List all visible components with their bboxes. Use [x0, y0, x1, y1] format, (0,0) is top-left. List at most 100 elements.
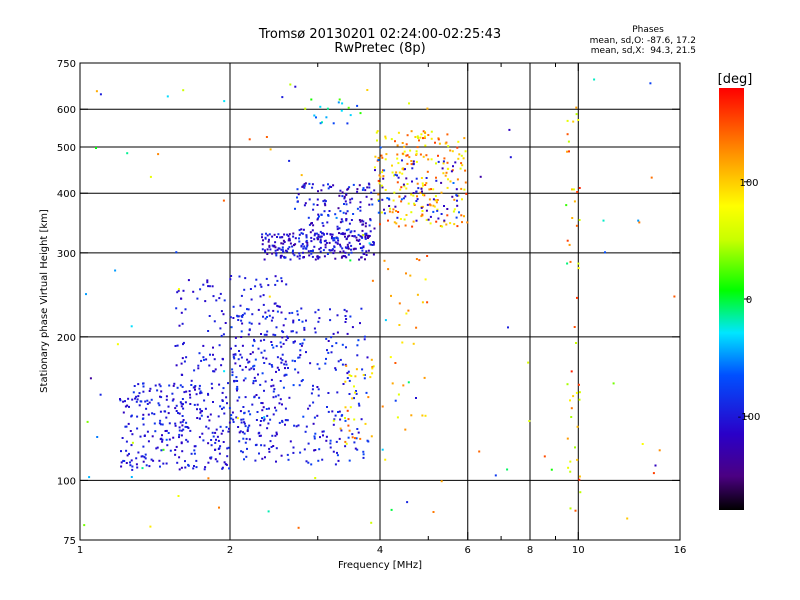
data-point: [207, 461, 210, 464]
data-point: [161, 440, 164, 443]
data-point: [652, 472, 655, 475]
data-point: [332, 184, 335, 187]
data-point: [415, 219, 418, 222]
data-point: [271, 252, 274, 255]
data-point: [280, 236, 283, 239]
data-point: [197, 367, 200, 370]
data-point: [449, 149, 452, 152]
data-point: [265, 357, 268, 360]
data-point: [142, 390, 145, 393]
data-point: [568, 150, 570, 153]
data-point: [130, 476, 133, 478]
data-point: [215, 299, 218, 302]
data-point: [316, 255, 319, 258]
data-point: [359, 112, 362, 115]
data-point: [316, 363, 319, 366]
data-point: [404, 428, 407, 431]
data-point: [213, 358, 216, 361]
data-point: [247, 426, 250, 429]
data-point: [178, 456, 181, 459]
data-point: [322, 430, 325, 433]
x-tick-label: 4: [377, 545, 383, 556]
data-point: [424, 184, 427, 186]
data-point: [259, 383, 262, 386]
data-point: [359, 437, 362, 440]
data-point: [305, 319, 307, 322]
data-point: [268, 245, 271, 248]
data-point: [349, 114, 352, 117]
data-point: [350, 251, 353, 254]
data-point: [464, 181, 467, 184]
data-point: [190, 379, 193, 382]
data-point: [263, 416, 266, 419]
data-point: [317, 459, 320, 462]
data-point: [388, 205, 391, 207]
data-point: [378, 174, 381, 177]
data-point: [307, 216, 310, 219]
data-point: [230, 414, 233, 417]
data-point: [178, 288, 180, 291]
data-point: [270, 446, 273, 448]
data-point: [205, 425, 208, 428]
data-point: [403, 145, 406, 148]
data-point: [270, 378, 273, 381]
data-point: [416, 198, 419, 201]
data-point: [339, 250, 342, 253]
data-point: [305, 239, 308, 242]
data-point: [251, 403, 254, 406]
data-point: [416, 195, 418, 198]
data-point: [320, 189, 323, 192]
data-point: [354, 375, 357, 378]
data-point: [232, 305, 235, 308]
data-point: [379, 223, 381, 226]
data-point: [135, 395, 138, 398]
data-point: [340, 429, 343, 432]
data-point: [197, 364, 200, 367]
data-point: [212, 353, 214, 356]
data-point: [462, 157, 465, 160]
data-point: [310, 392, 313, 395]
y-tick-label: 100: [57, 476, 76, 487]
data-point: [174, 345, 177, 347]
data-point: [206, 415, 209, 418]
data-point: [145, 407, 148, 410]
data-point: [447, 178, 449, 181]
data-point: [311, 388, 314, 391]
data-point: [278, 402, 281, 405]
data-point: [331, 345, 334, 348]
data-point: [292, 249, 294, 252]
data-point: [452, 182, 455, 184]
data-point: [351, 326, 354, 329]
data-point: [365, 232, 368, 235]
data-point: [332, 423, 335, 426]
data-point: [318, 367, 321, 370]
data-point: [126, 454, 129, 457]
data-point: [158, 459, 161, 462]
data-point: [261, 417, 263, 419]
data-point: [351, 197, 354, 200]
data-point: [123, 460, 126, 462]
data-point: [274, 434, 277, 437]
data-point: [345, 238, 348, 241]
data-point: [269, 148, 272, 151]
data-point: [238, 275, 241, 278]
data-point: [303, 326, 306, 329]
data-point: [349, 406, 352, 409]
data-point: [578, 475, 581, 478]
data-point: [202, 356, 205, 359]
data-point: [352, 183, 355, 186]
data-point: [151, 412, 154, 415]
data-point: [435, 179, 438, 182]
data-point: [140, 400, 143, 403]
data-point: [377, 179, 380, 182]
data-point: [359, 201, 362, 204]
data-point: [162, 448, 165, 451]
data-point: [333, 237, 336, 240]
data-point: [577, 267, 580, 270]
data-point: [136, 466, 139, 469]
data-point: [418, 259, 421, 262]
data-point: [304, 430, 307, 433]
data-point: [303, 245, 306, 248]
data-point: [420, 177, 423, 179]
data-point: [128, 405, 130, 408]
